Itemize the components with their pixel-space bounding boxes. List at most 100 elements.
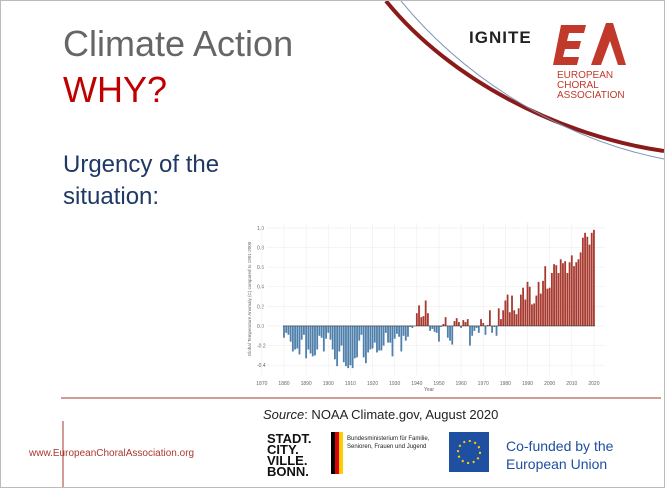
bar — [349, 325, 352, 366]
bar — [528, 286, 531, 326]
bar — [473, 325, 476, 331]
y-tick-label: 0.2 — [257, 304, 264, 310]
bar — [506, 294, 509, 326]
de-bar — [335, 432, 339, 474]
bar — [484, 325, 487, 335]
bar — [577, 259, 580, 326]
arc-thin — [400, 1, 664, 160]
bar — [407, 325, 409, 337]
eu-stars — [457, 440, 481, 464]
x-tick-label: 1960 — [456, 381, 467, 387]
bar — [289, 325, 292, 342]
y-tick-label: 0.0 — [257, 324, 264, 330]
x-tick-label: 1890 — [301, 381, 312, 387]
de-bar — [339, 432, 343, 474]
bar — [400, 325, 403, 352]
bar — [283, 325, 285, 338]
bar — [303, 325, 305, 335]
arc — [384, 1, 664, 153]
bar — [555, 265, 558, 326]
bar — [497, 308, 500, 326]
bar — [367, 325, 370, 353]
bonn-logo: STADT. CITY. VILLE. BONN. — [267, 431, 312, 479]
bar — [362, 325, 365, 358]
bar — [531, 304, 533, 326]
bar — [369, 325, 372, 350]
x-tick-label: 1950 — [433, 381, 444, 387]
bar — [502, 310, 505, 326]
bar — [334, 325, 336, 360]
x-axis-label: Year — [424, 387, 434, 393]
bar — [480, 319, 482, 326]
bar — [564, 261, 567, 326]
source: Source: NOAA Climate.gov, August 2020 — [263, 407, 498, 422]
bar — [457, 322, 460, 326]
bar — [380, 325, 383, 351]
logo-ignite: IGNITE — [469, 28, 532, 47]
bar — [311, 325, 314, 357]
bar — [546, 288, 549, 326]
bar — [477, 325, 480, 333]
title-accent: WHY? — [63, 69, 168, 110]
bar — [553, 264, 555, 326]
bar — [395, 325, 398, 334]
bar — [325, 325, 327, 339]
bar — [504, 300, 507, 326]
bar — [462, 320, 465, 326]
bar — [418, 305, 420, 326]
bar — [402, 325, 405, 336]
bar — [539, 293, 542, 326]
bar — [451, 325, 454, 345]
bar — [296, 325, 299, 349]
bar — [570, 255, 573, 326]
bar — [440, 325, 443, 327]
bar — [491, 325, 493, 333]
bar — [464, 322, 467, 326]
bar — [318, 325, 321, 336]
bar — [327, 325, 330, 333]
bar — [309, 325, 312, 354]
bar — [579, 252, 582, 326]
x-tick-label: 1970 — [478, 381, 489, 387]
bar — [524, 299, 527, 326]
bar — [422, 316, 425, 326]
bar — [581, 237, 584, 326]
y-tick-label: 0.6 — [257, 265, 264, 271]
bar — [593, 229, 595, 326]
subtitle: Urgency of the situation: — [63, 151, 220, 210]
bar — [511, 295, 513, 326]
bar — [500, 319, 502, 326]
bar — [513, 310, 516, 326]
bar — [351, 325, 354, 369]
bar — [517, 308, 520, 326]
bar — [287, 325, 290, 335]
bar — [300, 325, 303, 340]
bar — [442, 324, 445, 326]
x-tick-label: 1920 — [367, 381, 378, 387]
bar — [557, 273, 560, 326]
de-bar — [331, 432, 335, 474]
bar — [460, 325, 463, 328]
bar — [336, 325, 339, 367]
bar — [508, 312, 511, 326]
bar — [431, 325, 434, 329]
y-axis-label: Global Temperature Anomaly (C) compared … — [247, 241, 252, 356]
bar — [488, 310, 491, 326]
bar — [550, 273, 553, 326]
bar — [435, 325, 438, 333]
bar — [515, 314, 518, 326]
bar — [353, 325, 356, 359]
logo-eca: EUROPEAN CHORAL ASSOCIATION — [557, 70, 625, 101]
bar — [449, 325, 451, 341]
x-tick-label: 1980 — [500, 381, 511, 387]
bar — [331, 325, 334, 350]
bar — [566, 273, 569, 326]
bar — [316, 325, 319, 350]
bar — [376, 325, 378, 353]
bar — [433, 325, 436, 332]
x-tick-label: 1880 — [278, 381, 289, 387]
x-tick-label: 1910 — [345, 381, 356, 387]
bar — [307, 325, 310, 350]
